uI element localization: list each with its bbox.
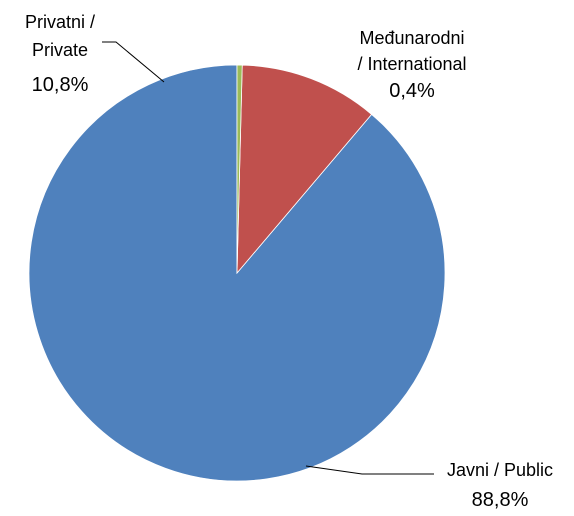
leader-lines (102, 41, 434, 475)
label-international-value: 0,4% (389, 80, 435, 102)
leader-line-public (305, 465, 434, 475)
label-private-name-line1: Privatni / (25, 12, 95, 32)
label-international-name-line2: / International (357, 54, 466, 74)
slice-public (28, 64, 446, 482)
label-international-name-line1: Međunarodni (359, 28, 464, 48)
slice-private (236, 64, 373, 275)
label-public: Javni / Public 88,8% (447, 460, 553, 511)
label-private-name-line2: Private (32, 40, 88, 60)
label-private: Privatni / Private 10,8% (25, 12, 95, 96)
label-international: Međunarodni / International 0,4% (357, 28, 466, 102)
leader-line-private (102, 41, 165, 83)
label-private-value: 10,8% (32, 74, 89, 96)
pie-slices (28, 64, 446, 482)
label-public-value: 88,8% (472, 489, 529, 511)
slice-international (236, 64, 243, 274)
label-public-name: Javni / Public (447, 460, 553, 480)
